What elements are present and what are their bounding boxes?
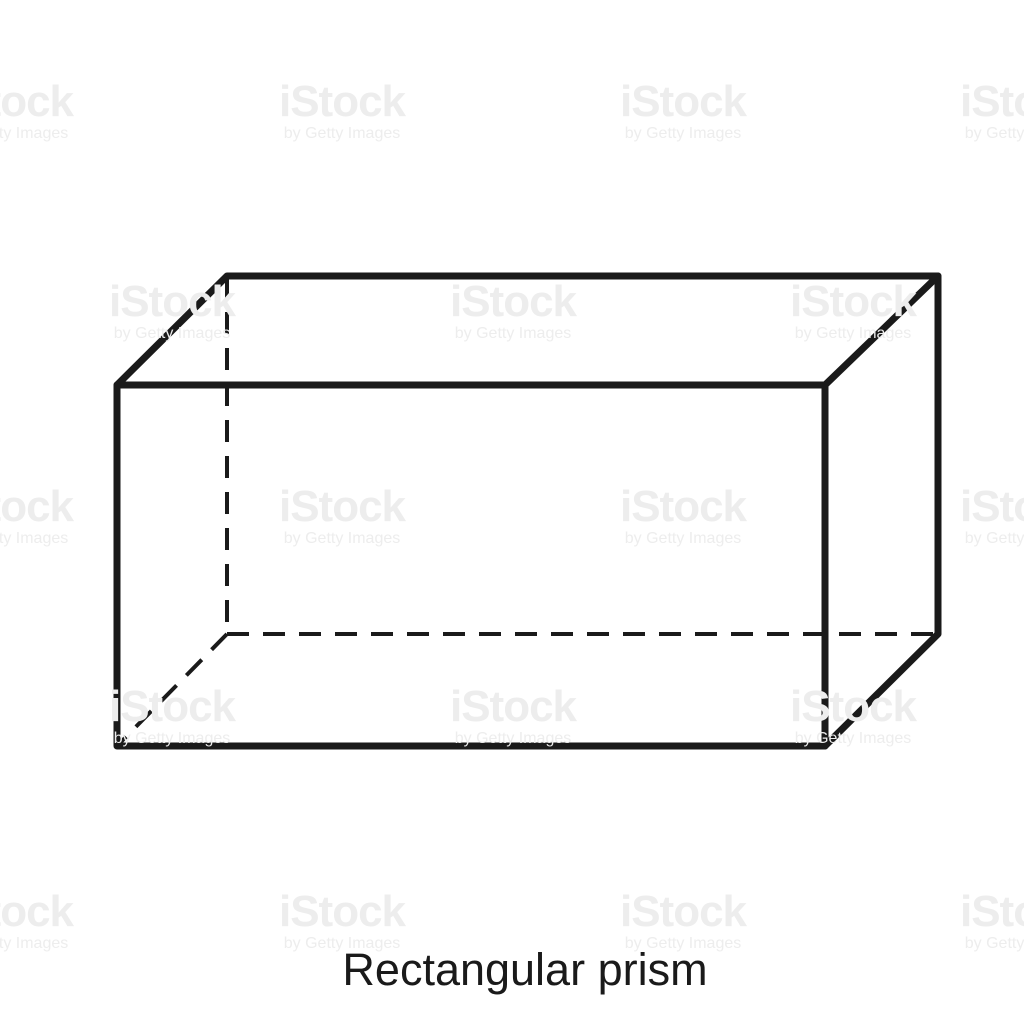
hidden-edge-depth bbox=[115, 632, 229, 748]
top-face-back-edges bbox=[113, 272, 942, 389]
hidden-edges bbox=[115, 276, 938, 748]
front-face bbox=[113, 381, 829, 750]
caption: Rectangular prism bbox=[342, 944, 708, 995]
right-face-edges bbox=[821, 272, 942, 750]
visible-edges bbox=[113, 272, 942, 750]
